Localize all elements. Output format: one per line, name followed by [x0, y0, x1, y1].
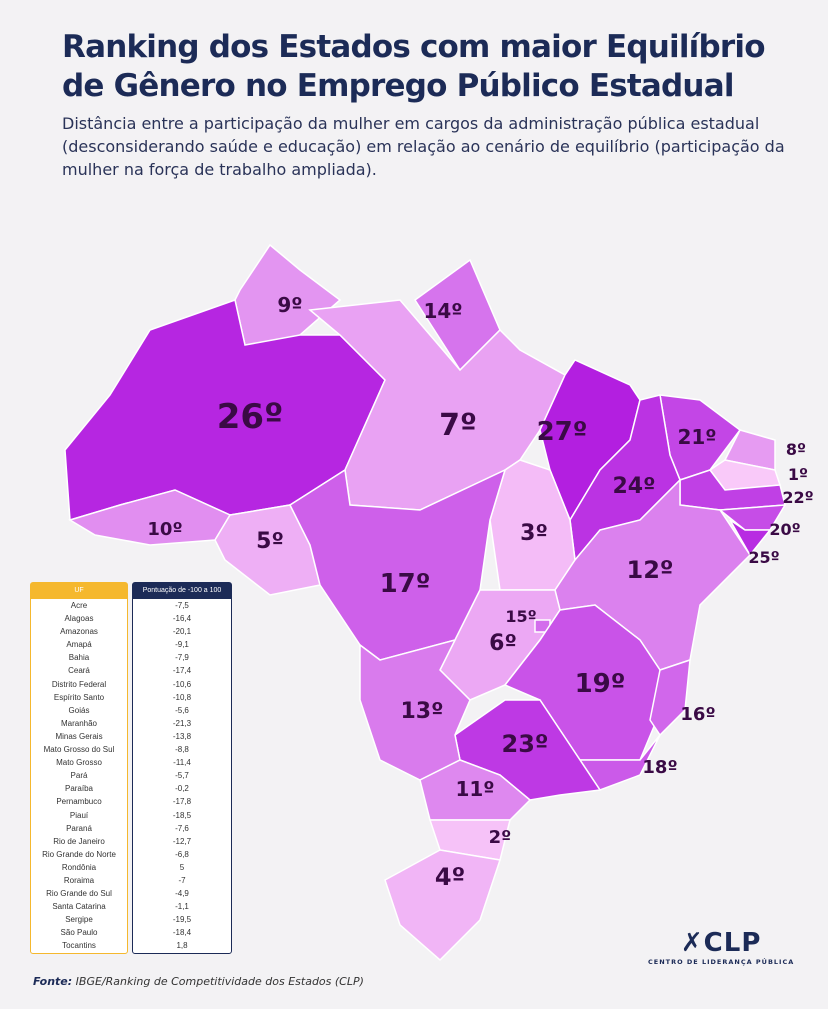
logo-tagline: CENTRO DE LIDERANÇA PÚBLICA	[648, 958, 795, 966]
table-row-score: -4,9	[175, 889, 189, 899]
subtitle: Distância entre a participação da mulher…	[62, 114, 785, 179]
rank-label-distrito-federal: 15º	[505, 607, 536, 626]
table-row-uf: Piauí	[69, 810, 89, 820]
table-row-uf: Goiás	[68, 705, 90, 715]
table-row-uf: Tocantins	[62, 941, 96, 951]
table-row-uf: São Paulo	[60, 928, 98, 938]
rank-label-rondonia: 5º	[256, 529, 284, 554]
rank-label-alagoas: 20º	[769, 520, 800, 539]
state-rio-grande-do-sul	[384, 849, 501, 962]
table-row-score: -0,2	[175, 784, 189, 794]
rank-label-minas-gerais: 19º	[575, 669, 626, 699]
table-row-uf: Rondônia	[61, 862, 97, 872]
table-row-uf: Distrito Federal	[51, 679, 107, 689]
page-title: Ranking dos Estados com maior Equilíbrio…	[62, 29, 766, 104]
table-row-score: -7,6	[175, 823, 189, 833]
rank-label-bahia: 12º	[627, 556, 674, 584]
table-row-uf: Amazonas	[60, 627, 98, 637]
table-row-score: 1,8	[176, 941, 188, 951]
rank-label-ceara: 21º	[677, 425, 716, 449]
rank-label-rio-grande-do-norte: 8º	[786, 440, 806, 459]
rank-label-pernambuco: 22º	[782, 488, 813, 507]
table-row-uf: Pará	[70, 771, 88, 781]
rank-label-espirito-santo: 16º	[680, 704, 715, 725]
rank-label-sergipe: 25º	[748, 548, 779, 567]
table-row-uf: Pernambuco	[56, 797, 102, 807]
table-row-score: -7,9	[175, 653, 189, 663]
table-row-uf: Paraná	[66, 823, 92, 833]
rank-label-amazonas: 26º	[217, 397, 284, 437]
table-row-score: -5,6	[175, 705, 189, 715]
table-row-uf: Espírito Santo	[53, 692, 105, 702]
table-row-score: -18,4	[172, 928, 192, 938]
table-row-score: -17,8	[172, 797, 192, 807]
table-row-score: -5,7	[175, 771, 189, 781]
table-row-uf: Bahia	[68, 653, 90, 663]
table-row-score: 5	[179, 862, 185, 872]
rank-label-maranhao: 27º	[537, 417, 588, 447]
table-row-uf: Rio Grande do Sul	[46, 889, 112, 899]
rank-label-para: 7º	[439, 408, 477, 443]
rank-label-roraima: 9º	[277, 293, 302, 317]
source-note: Fonte: IBGE/Ranking de Competitividade d…	[33, 975, 364, 988]
rank-label-amapa: 14º	[423, 299, 462, 323]
table-row-score: -7	[178, 875, 186, 885]
table-row-score: -17,4	[172, 666, 192, 676]
logo-name: ✗CLP	[680, 928, 762, 958]
table-row-uf: Mato Grosso do Sul	[43, 745, 115, 755]
table-row-score: -21,3	[172, 718, 192, 728]
rank-label-acre: 10º	[147, 519, 182, 540]
table-row-score: -8,8	[175, 745, 189, 755]
table-row-uf: Santa Catarina	[52, 902, 106, 912]
rank-label-sao-paulo: 23º	[502, 730, 549, 758]
state-sergipe	[729, 519, 772, 557]
rank-label-mato-grosso: 17º	[380, 569, 431, 599]
rank-label-paraiba: 1º	[788, 465, 808, 484]
rank-label-rio-grande-do-sul: 4º	[435, 863, 465, 891]
table-row-score: -9,1	[175, 640, 189, 650]
table-row-uf: Paraíba	[64, 784, 94, 794]
table-row-score: -19,5	[172, 915, 192, 925]
uf-column: UF Acre Alagoas Amazonas Amapá Bahia Ceará Dis…	[30, 582, 128, 954]
table-row-uf: Alagoas	[64, 614, 94, 624]
table-row-uf: Acre	[70, 601, 88, 610]
header: Ranking dos Estados com maior Equilíbrio…	[62, 28, 812, 181]
table-row-score: -18,5	[172, 810, 192, 820]
table-row-score: -7,5	[175, 601, 189, 610]
rank-label-piaui: 24º	[612, 474, 655, 499]
table-row-score: -1,1	[175, 902, 189, 912]
table-row-score: -10,8	[172, 692, 192, 702]
score-column: Pontuação de -100 a 100 -7,5 -16,4 -20,1 -9…	[132, 582, 232, 954]
table-row-score: -12,7	[172, 836, 192, 846]
table-row-score: -6,8	[175, 849, 189, 859]
source-text: IBGE/Ranking de Competitividade dos Esta…	[75, 975, 364, 988]
table-row-score: -13,8	[172, 731, 192, 741]
rank-label-rio-de-janeiro: 18º	[642, 757, 677, 778]
table-row-uf: Amapá	[66, 640, 92, 650]
table-row-score: -10,6	[172, 679, 192, 689]
rank-label-parana: 11º	[455, 777, 494, 801]
rank-label-goias: 6º	[489, 631, 517, 656]
table-row-score: -20,1	[172, 627, 192, 637]
state-mato-grosso-do-sul	[359, 638, 471, 781]
table-row-score: -16,4	[172, 614, 192, 624]
uf-header: UF	[31, 583, 127, 599]
table-row-uf: Mato Grosso	[56, 758, 102, 768]
table-row-uf: Rio Grande do Norte	[42, 849, 116, 859]
state-espirito-santo	[649, 658, 691, 737]
table-row-uf: Sergipe	[65, 915, 93, 925]
table-row-score: -11,4	[173, 758, 191, 768]
table-row-uf: Maranhão	[60, 718, 98, 728]
rank-label-tocantins: 3º	[520, 521, 548, 546]
score-header: Pontuação de -100 a 100	[133, 583, 231, 599]
table-row-uf: Rio de Janeiro	[53, 836, 105, 846]
table-row-uf: Roraima	[63, 875, 95, 885]
clp-logo: ✗CLP CENTRO DE LIDERANÇA PÚBLICA	[648, 928, 794, 966]
rank-label-mato-grosso-do-sul: 13º	[400, 699, 443, 724]
source-label: Fonte:	[33, 975, 73, 988]
rank-label-santa-catarina: 2º	[489, 827, 512, 848]
table-row-uf: Minas Gerais	[55, 731, 103, 741]
table-row-uf: Ceará	[68, 666, 90, 676]
